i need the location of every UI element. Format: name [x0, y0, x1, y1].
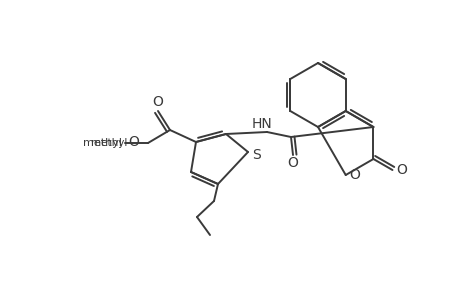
Text: S: S	[252, 148, 261, 162]
Text: O: O	[152, 95, 163, 109]
Text: HN: HN	[251, 117, 272, 131]
Text: methyl: methyl	[90, 138, 127, 148]
Text: O: O	[287, 156, 298, 170]
Text: O: O	[128, 135, 139, 149]
Text: O: O	[348, 168, 359, 182]
Text: methyl: methyl	[83, 138, 122, 148]
Text: O: O	[395, 163, 406, 177]
